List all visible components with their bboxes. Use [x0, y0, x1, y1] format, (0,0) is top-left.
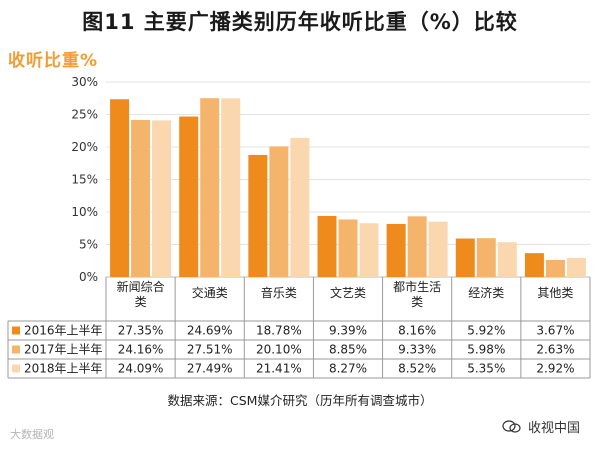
data-label: 5.92% — [467, 324, 505, 338]
bar — [290, 137, 310, 277]
watermark-right: 收视中国 — [502, 417, 580, 436]
x-category-label: 新闻综合 — [117, 279, 165, 294]
bar — [248, 154, 268, 277]
data-label: 2.92% — [536, 362, 574, 376]
legend-swatch — [12, 364, 20, 373]
watermark-right-text: 收视中国 — [527, 421, 580, 436]
bar — [524, 253, 544, 277]
legend-label: 2018年上半年 — [24, 362, 103, 376]
data-label: 27.51% — [187, 343, 233, 357]
y-tick-label: 0% — [79, 270, 98, 284]
bar — [407, 216, 427, 277]
bar — [476, 238, 496, 277]
chat-bubble-icon — [502, 419, 521, 433]
bar — [338, 219, 358, 277]
y-tick-label: 25% — [71, 108, 98, 122]
bar — [269, 146, 289, 277]
y-tick-label: 30% — [71, 75, 98, 89]
bar — [179, 116, 199, 277]
bar — [131, 119, 151, 278]
y-tick-label: 5% — [79, 238, 98, 252]
x-category-label: 音乐类 — [261, 285, 297, 300]
bar — [200, 98, 220, 277]
data-label: 9.39% — [329, 324, 367, 338]
data-label: 8.52% — [398, 362, 436, 376]
legend-swatch — [12, 345, 20, 354]
data-label: 24.69% — [187, 324, 233, 338]
legend-swatch — [12, 326, 20, 335]
x-category-label: 经济类 — [468, 285, 504, 300]
data-label: 9.33% — [398, 343, 436, 357]
data-label: 5.35% — [467, 362, 505, 376]
legend-label: 2016年上半年 — [24, 324, 103, 338]
x-category-label: 交通类 — [192, 285, 228, 300]
bar — [317, 215, 337, 277]
bar — [428, 221, 448, 277]
bar — [566, 258, 586, 277]
x-category-label: 其他类 — [537, 286, 573, 300]
data-label: 20.10% — [256, 343, 302, 357]
data-label: 3.67% — [536, 324, 574, 338]
y-axis-label: 收听比重% — [8, 51, 99, 71]
data-label: 24.09% — [118, 362, 164, 376]
legend-label: 2017年上半年 — [24, 343, 103, 357]
data-source-note: 数据来源：CSM媒介研究（历年所有调查城市） — [167, 393, 433, 408]
x-category-label: 都市生活 — [393, 279, 441, 294]
data-label: 5.98% — [467, 343, 505, 357]
y-tick-label: 10% — [71, 205, 98, 219]
x-category-label: 类 — [135, 295, 147, 309]
watermark-left: 大数据观 — [10, 428, 54, 441]
bar — [152, 120, 172, 277]
bar — [545, 259, 565, 277]
bar — [221, 98, 241, 277]
bar — [110, 99, 130, 277]
chart-title: 图11 主要广播类别历年收听比重（%）比较 — [82, 10, 518, 34]
data-label: 2.63% — [536, 343, 574, 357]
data-label: 21.41% — [256, 362, 302, 376]
bar — [386, 223, 406, 277]
x-category-label: 文艺类 — [330, 285, 366, 300]
bar — [497, 242, 517, 277]
bar — [359, 223, 379, 277]
data-label: 27.49% — [187, 362, 233, 376]
data-label: 18.78% — [256, 324, 302, 338]
bar — [455, 238, 475, 277]
y-tick-label: 20% — [71, 140, 98, 154]
y-tick-label: 15% — [71, 173, 98, 187]
x-category-label: 类 — [411, 295, 423, 309]
data-label: 8.27% — [329, 362, 367, 376]
data-label: 27.35% — [118, 324, 164, 338]
data-label: 24.16% — [118, 343, 164, 357]
data-label: 8.16% — [398, 324, 436, 338]
data-label: 8.85% — [329, 343, 367, 357]
